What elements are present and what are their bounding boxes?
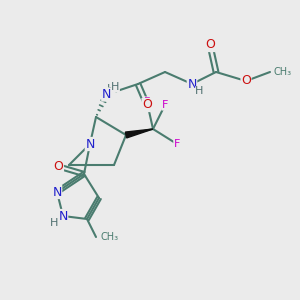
Text: H: H [195, 86, 204, 97]
Text: CH₃: CH₃ [273, 67, 291, 77]
Text: H: H [111, 82, 120, 92]
Text: N: N [85, 137, 95, 151]
Text: O: O [142, 98, 152, 112]
Text: O: O [54, 160, 63, 173]
Text: N: N [102, 88, 111, 101]
Text: N: N [58, 209, 68, 223]
Text: N: N [187, 77, 197, 91]
Text: F: F [162, 100, 168, 110]
Text: N: N [52, 185, 62, 199]
Text: CH₃: CH₃ [100, 232, 118, 242]
Text: F: F [144, 97, 150, 107]
Text: H: H [107, 83, 115, 94]
Polygon shape [125, 129, 153, 138]
Text: O: O [241, 74, 251, 88]
Text: O: O [205, 38, 215, 52]
Text: F: F [174, 139, 180, 149]
Text: H: H [50, 218, 58, 229]
